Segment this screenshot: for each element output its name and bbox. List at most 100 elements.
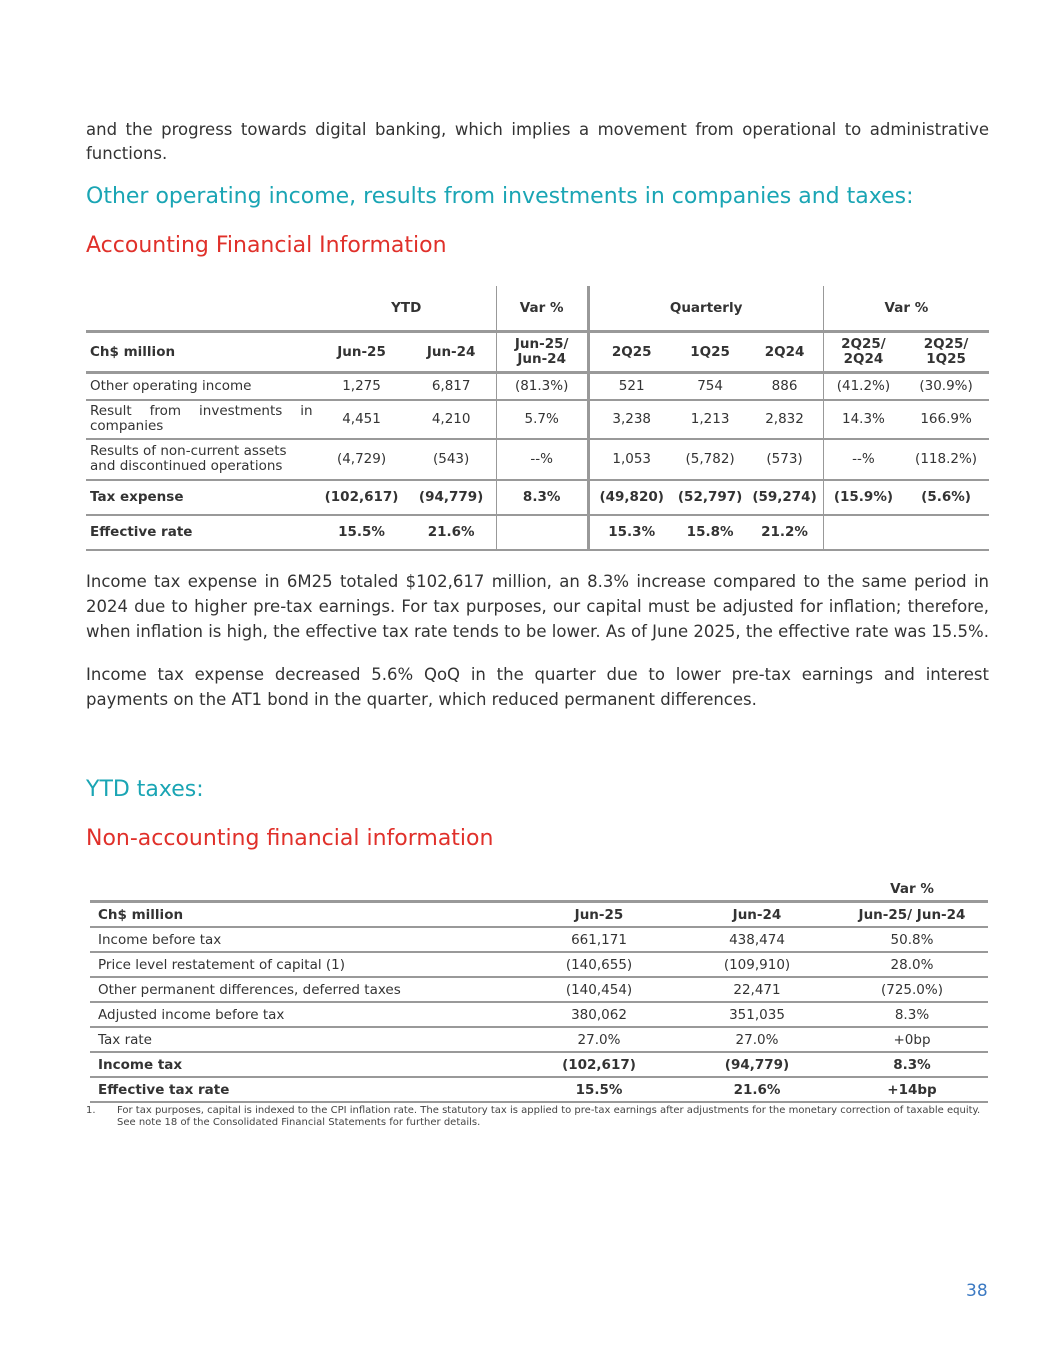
cell: 2,832 [746,399,824,440]
cell: (30.9%) [903,372,989,401]
cell: --% [822,438,904,481]
table-row: Result from investments in companies 4,45… [86,399,989,440]
cell [495,514,588,551]
cell: 21.6% [678,1077,836,1103]
column-header: 1Q25 [673,331,747,374]
row-label: Result from investments in companies [86,399,317,440]
column-header: Jun-24 [406,331,497,374]
cell: 3,238 [586,399,674,440]
cell: 28.0% [836,952,988,978]
column-header: 2Q24 [746,331,824,374]
column-header: Jun-25 [316,331,407,374]
table-row: Tax rate 27.0% 27.0% +0bp [90,1027,988,1053]
cell: (4,729) [316,438,407,481]
group-var: Var % [495,286,588,333]
row-label: Tax rate [90,1027,520,1053]
intro-paragraph: and the progress towards digital banking… [86,120,989,163]
cell: (81.3%) [495,372,588,401]
column-header-row: Ch$ million Jun-25 Jun-24 Jun-25/ Jun-24 [90,901,988,928]
row-label: Adjusted income before tax [90,1002,520,1028]
table-row: Tax expense (102,617) (94,779) 8.3% (49,820)… [86,479,989,516]
column-header: Jun-25/ Jun-24 [836,901,988,928]
cell: 166.9% [903,399,989,440]
table-row: Other operating income 1,275 6,817 (81.3%) 5… [86,372,989,401]
group-quarterly: Quarterly [586,286,824,333]
cell: 351,035 [678,1002,836,1028]
cell: (59,274) [746,479,824,516]
cell: (52,797) [673,479,747,516]
row-label: Tax expense [86,479,317,516]
cell: 661,171 [520,927,678,953]
column-header: 2Q25 [586,331,674,374]
cell: 15.5% [520,1077,678,1103]
cell: 8.3% [836,1002,988,1028]
table-row: Results of non-current assets and discon… [86,438,989,481]
var-label: Var % [836,878,988,903]
paragraph-qoq: Income tax expense decreased 5.6% QoQ in… [86,665,989,709]
group-header-row: YTD Var % Quarterly Var % [86,286,989,333]
row-label: Other operating income [86,372,317,401]
cell: (49,820) [586,479,674,516]
cell: 380,062 [520,1002,678,1028]
page-number: 38 [966,1281,988,1301]
cell: +14bp [836,1077,988,1103]
cell: 1,275 [316,372,407,401]
cell: (94,779) [406,479,497,516]
cell: (725.0%) [836,977,988,1003]
cell: 438,474 [678,927,836,953]
ytd-taxes-table: Var % Ch$ million Jun-25 Jun-24 Jun-25/ Jun… [90,878,988,1103]
cell: 8.3% [495,479,588,516]
cell: 15.5% [316,514,407,551]
table-row: Adjusted income before tax 380,062 351,035… [90,1002,988,1028]
cell: 4,210 [406,399,497,440]
cell: 886 [746,372,824,401]
cell: (140,454) [520,977,678,1003]
cell: 6,817 [406,372,497,401]
cell: 14.3% [822,399,904,440]
cell: --% [495,438,588,481]
row-label: Effective rate [86,514,317,551]
section-subheading: Accounting Financial Information [86,233,447,258]
cell: (118.2%) [903,438,989,481]
cell: (5.6%) [903,479,989,516]
table-row: Income before tax 661,171 438,474 50.8% [90,927,988,953]
cell: 1,053 [586,438,674,481]
table-row: Price level restatement of capital (1) (1… [90,952,988,978]
cell: 27.0% [678,1027,836,1053]
row-label: Income before tax [90,927,520,953]
cell: (543) [406,438,497,481]
column-header: Ch$ million [86,331,317,374]
cell: 5.7% [495,399,588,440]
cell: 1,213 [673,399,747,440]
cell [822,514,904,551]
cell: 15.8% [673,514,747,551]
column-header: Jun-25 [520,901,678,928]
cell: 27.0% [520,1027,678,1053]
row-label: Other permanent differences, deferred ta… [90,977,520,1003]
cell: 15.3% [586,514,674,551]
column-header-row: Ch$ million Jun-25 Jun-24 Jun-25/ Jun-24 2Q2… [86,331,989,374]
footnote: 1. For tax purposes, capital is indexed … [86,1105,991,1129]
cell: (94,779) [678,1052,836,1078]
row-label: Income tax [90,1052,520,1078]
cell: 22,471 [678,977,836,1003]
row-label: Effective tax rate [90,1077,520,1103]
group-var-quarterly: Var % [822,286,989,333]
cell: (102,617) [316,479,407,516]
cell: (109,910) [678,952,836,978]
row-label: Price level restatement of capital (1) [90,952,520,978]
section-subheading-non-accounting: Non-accounting financial information [86,826,494,851]
paragraph-tax-expense: Income tax expense in 6M25 totaled $102,… [86,572,989,641]
cell: (140,655) [520,952,678,978]
column-header: Jun-24 [678,901,836,928]
cell: 21.6% [406,514,497,551]
cell: 521 [586,372,674,401]
group-ytd: YTD [316,286,497,333]
table-row: Other permanent differences, deferred ta… [90,977,988,1003]
cell: 8.3% [836,1052,988,1078]
accounting-table: YTD Var % Quarterly Var % Ch$ million Jun… [86,286,989,551]
table-row: Effective rate 15.5% 21.6% 15.3% 15.8% 21.2% [86,514,989,551]
cell: +0bp [836,1027,988,1053]
section-heading-ytd-taxes: YTD taxes: [86,777,204,802]
